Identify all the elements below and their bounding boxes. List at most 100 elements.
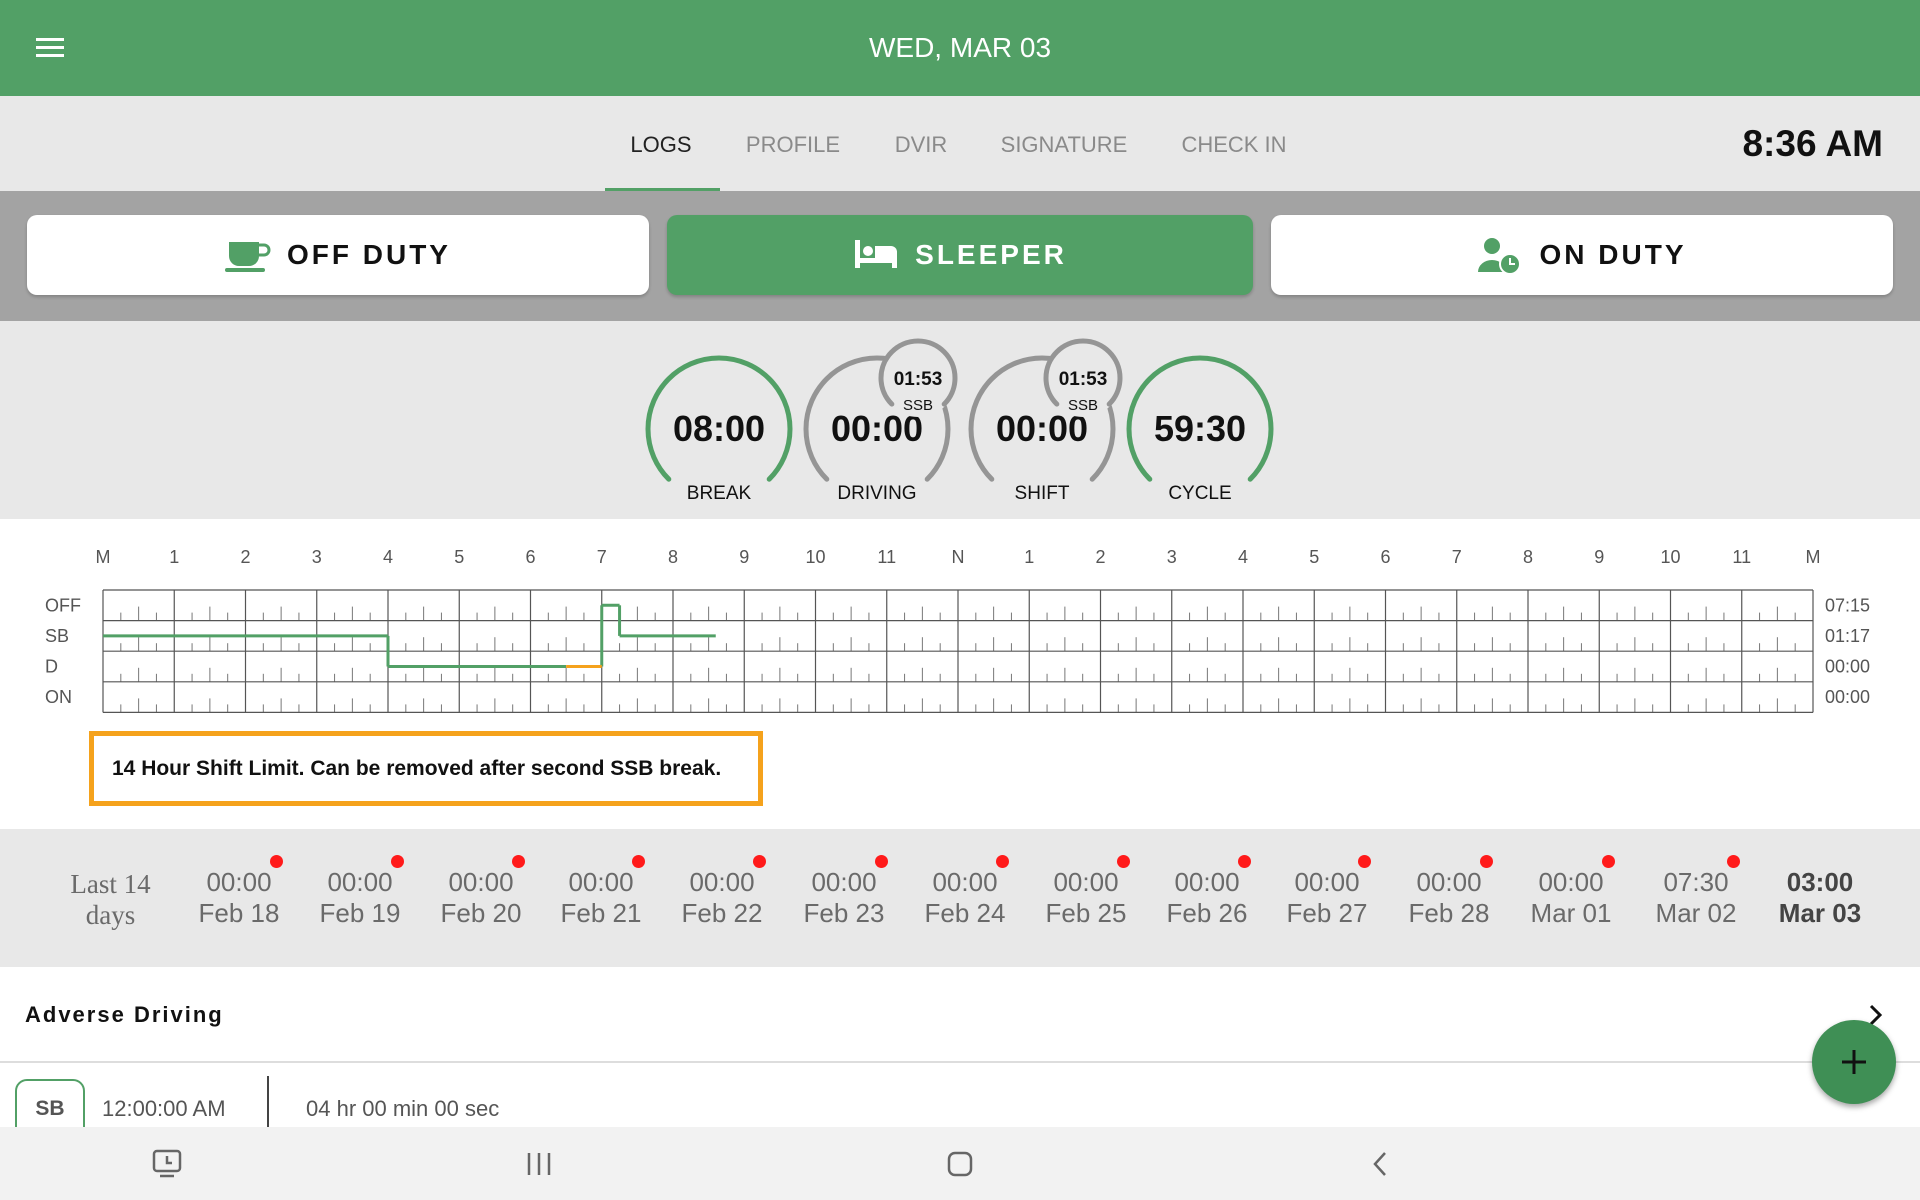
status-label: SLEEPER: [915, 239, 1067, 270]
alert-dot: [391, 855, 404, 868]
day-item[interactable]: 00:00 Feb 21: [546, 829, 656, 967]
home-button[interactable]: [946, 1150, 974, 1178]
day-item[interactable]: 00:00 Feb 19: [305, 829, 415, 967]
hour-label: 1: [169, 547, 179, 567]
alert-dot: [875, 855, 888, 868]
hour-label: 3: [312, 547, 322, 567]
hour-label: 2: [240, 547, 250, 567]
day-hours: 00:00: [932, 867, 998, 897]
hour-label: 10: [1660, 547, 1680, 567]
day-item[interactable]: 00:00 Feb 23: [789, 829, 899, 967]
day-hours: 00:00: [811, 867, 877, 897]
row-total: 07:15: [1825, 595, 1870, 615]
day-item[interactable]: 00:00 Feb 24: [910, 829, 1020, 967]
day-item[interactable]: 00:00 Mar 01: [1516, 829, 1626, 967]
hour-label: 6: [525, 547, 535, 567]
row-label: OFF: [45, 595, 81, 615]
tab[interactable]: DVIR: [894, 132, 948, 157]
system-nav-bar: [0, 1127, 1920, 1200]
alert-text: 14 Hour Shift Limit. Can be removed afte…: [112, 757, 722, 780]
day-item[interactable]: 03:00 Mar 03: [1765, 829, 1875, 967]
gauge-label: SHIFT: [1015, 483, 1070, 504]
day-date: Feb 24: [924, 898, 1006, 928]
day-hours: 00:00: [448, 867, 514, 897]
day-hours: 03:00: [1786, 867, 1854, 897]
alert-dot: [632, 855, 645, 868]
day-date: Feb 28: [1408, 898, 1490, 928]
hour-label: 8: [668, 547, 678, 567]
day-date: Feb 21: [560, 898, 642, 928]
hour-label: 11: [877, 547, 896, 567]
day-item[interactable]: 00:00 Feb 26: [1152, 829, 1262, 967]
day-hours: 00:00: [1416, 867, 1482, 897]
day-item[interactable]: 00:00 Feb 27: [1272, 829, 1382, 967]
status-icon: [855, 240, 898, 268]
ssb-label: SSB: [1068, 397, 1098, 414]
hour-label: 6: [1380, 547, 1390, 567]
back-button[interactable]: [1370, 1150, 1390, 1178]
ssb-arc: [878, 338, 958, 407]
recents-button[interactable]: [526, 1151, 552, 1177]
tab[interactable]: SIGNATURE: [1000, 132, 1128, 157]
log-entry[interactable]: SB 12:00:00 AM 04 hr 00 min 00 sec: [0, 1063, 1920, 1127]
gauge-arc: [1126, 355, 1274, 482]
log-entries: SB 12:00:00 AM 04 hr 00 min 00 sec: [0, 1063, 1920, 1127]
tab[interactable]: LOGS: [630, 132, 692, 157]
tab[interactable]: PROFILE: [745, 132, 841, 157]
add-button[interactable]: [1812, 1020, 1896, 1104]
hour-label: 1: [1024, 547, 1034, 567]
row-total: 00:00: [1825, 657, 1870, 677]
day-hours: 00:00: [206, 867, 272, 897]
hour-label: 5: [1309, 547, 1319, 567]
status-label: OFF DUTY: [287, 239, 451, 270]
recent-screen-icon[interactable]: [152, 1149, 184, 1179]
day-item[interactable]: 00:00 Feb 25: [1031, 829, 1141, 967]
days-strip: Last 14 days 00:00 Feb 18 00:00 Feb 19 00:00…: [0, 829, 1920, 967]
night-mode-button[interactable]: [1850, 28, 1878, 68]
hour-label: 10: [805, 547, 825, 567]
status-icon: [1477, 238, 1521, 274]
alert-dot: [1727, 855, 1740, 868]
hour-label: 7: [597, 547, 607, 567]
day-date: Mar 03: [1778, 898, 1862, 928]
day-date: Feb 18: [198, 898, 280, 928]
day-item[interactable]: 00:00 Feb 20: [426, 829, 536, 967]
row-label: ON: [45, 687, 72, 707]
active-tab-indicator: [605, 188, 720, 191]
day-item[interactable]: 07:30 Mar 02: [1641, 829, 1751, 967]
day-hours: 07:30: [1663, 867, 1729, 897]
hour-label: 2: [1095, 547, 1105, 567]
day-hours: 00:00: [1538, 867, 1604, 897]
day-hours: 00:00: [568, 867, 634, 897]
alert-dot: [996, 855, 1009, 868]
gauge-value: 59:30: [1154, 408, 1246, 449]
entry-duration: 04 hr 00 min 00 sec: [306, 1096, 500, 1121]
ssb-arc: [1043, 338, 1123, 407]
ssb-label: SSB: [903, 397, 933, 414]
status-button[interactable]: OFF DUTY: [27, 215, 649, 295]
hour-label: 11: [1732, 547, 1751, 567]
entry-divider: [267, 1076, 269, 1127]
day-item[interactable]: 00:00 Feb 22: [667, 829, 777, 967]
hour-label: M: [1806, 547, 1821, 567]
gauge-label: CYCLE: [1168, 483, 1231, 504]
status-button[interactable]: ON DUTY: [1271, 215, 1893, 295]
day-item[interactable]: 00:00 Feb 18: [184, 829, 294, 967]
status-button[interactable]: SLEEPER: [667, 215, 1253, 295]
day-date: Mar 02: [1655, 898, 1737, 928]
day-hours: 00:00: [689, 867, 755, 897]
day-date: Mar 01: [1530, 898, 1612, 928]
shift-limit-alert: 14 Hour Shift Limit. Can be removed afte…: [89, 731, 763, 806]
adverse-driving-row[interactable]: Adverse Driving: [0, 967, 1920, 1063]
day-date: Feb 20: [440, 898, 522, 928]
tab[interactable]: CHECK IN: [1181, 132, 1287, 157]
day-item[interactable]: 00:00 Feb 28: [1394, 829, 1504, 967]
gauge-arc: [803, 355, 951, 482]
menu-button[interactable]: [36, 36, 66, 60]
day-hours: 00:00: [1053, 867, 1119, 897]
ssb-value: 01:53: [894, 369, 943, 390]
day-date: Feb 26: [1166, 898, 1248, 928]
alert-dot: [512, 855, 525, 868]
gauge-arc: [645, 355, 793, 482]
